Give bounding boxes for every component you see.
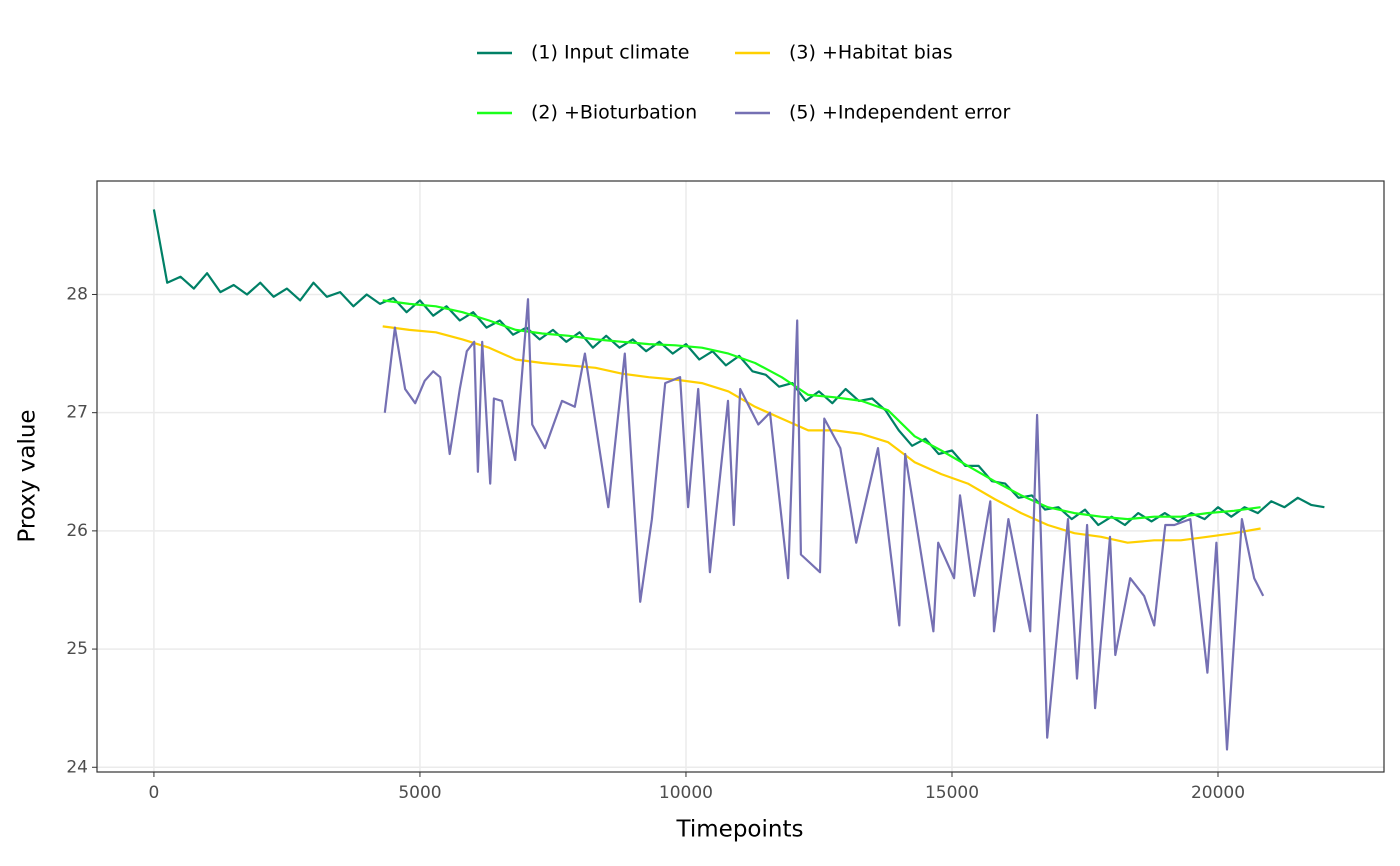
y-tick-label: 25 <box>66 639 88 659</box>
panel-border <box>96 180 1385 773</box>
legend-label: (5) +Independent error <box>789 102 1011 124</box>
x-tick-label: 0 <box>149 783 160 803</box>
data-line <box>383 298 1265 751</box>
x-tick-label: 15000 <box>925 783 979 803</box>
panel <box>97 181 1384 772</box>
x-axis-title: Timepoints <box>676 817 804 843</box>
legend-label: (1) Input climate <box>531 42 690 64</box>
x-tick-label: 20000 <box>1191 783 1245 803</box>
y-tick-label: 28 <box>66 284 88 304</box>
y-tick-label: 26 <box>66 521 88 541</box>
y-tick-label: 24 <box>66 757 88 777</box>
y-tick-label: 27 <box>66 403 88 423</box>
x-tick-label: 5000 <box>398 783 441 803</box>
data-line <box>152 209 1325 527</box>
x-tick-label: 10000 <box>659 783 713 803</box>
legend-label: (2) +Bioturbation <box>531 102 697 124</box>
legend-label: (3) +Habitat bias <box>789 42 953 64</box>
y-axis-title: Proxy value <box>15 409 41 542</box>
